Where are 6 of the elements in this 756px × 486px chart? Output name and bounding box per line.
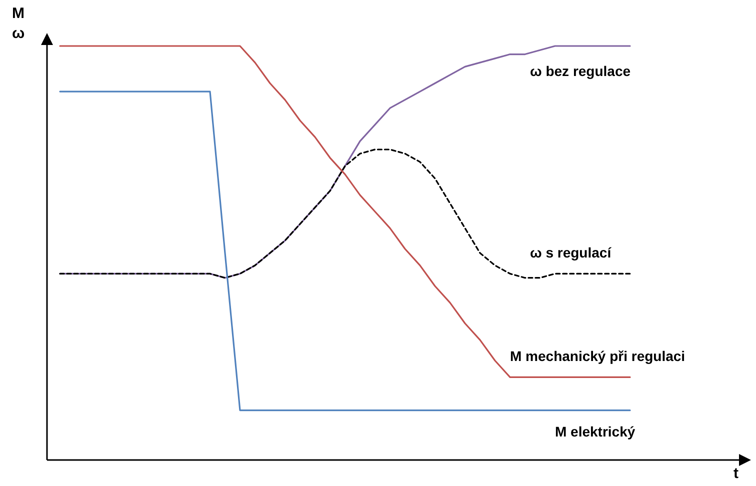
series-label: M elektrický (555, 423, 636, 440)
series-label: M mechanický při regulaci (510, 348, 686, 364)
text: t (734, 465, 738, 482)
series-label: ω bez regulace (530, 63, 631, 79)
series-label: ω s regulací (530, 244, 612, 261)
y-axis-title: M ω (12, 5, 25, 42)
